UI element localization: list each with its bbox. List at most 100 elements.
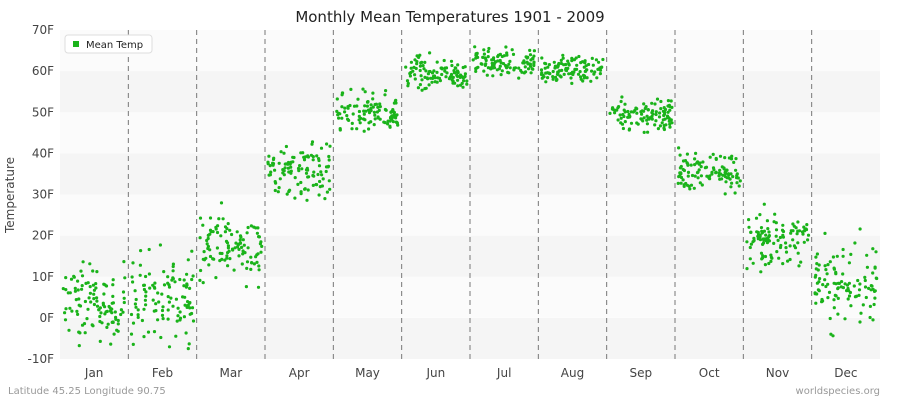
data-point bbox=[362, 112, 366, 116]
data-point bbox=[685, 152, 690, 156]
data-point bbox=[219, 234, 223, 238]
data-point bbox=[814, 301, 818, 305]
data-point bbox=[500, 69, 504, 73]
data-point bbox=[776, 238, 780, 242]
data-point bbox=[564, 62, 568, 67]
data-point bbox=[109, 342, 113, 346]
data-point bbox=[171, 264, 175, 269]
data-point bbox=[188, 286, 192, 290]
data-point bbox=[95, 270, 99, 274]
data-point bbox=[758, 233, 762, 237]
data-point bbox=[497, 67, 501, 71]
data-point bbox=[635, 111, 639, 115]
data-point bbox=[103, 312, 107, 316]
data-point bbox=[249, 267, 253, 271]
data-point bbox=[836, 296, 840, 300]
data-point bbox=[246, 246, 250, 250]
data-point bbox=[654, 110, 658, 114]
data-point bbox=[101, 301, 105, 305]
data-point bbox=[501, 62, 506, 66]
data-point bbox=[198, 216, 203, 220]
data-point bbox=[522, 61, 526, 65]
data-point bbox=[451, 75, 455, 79]
data-point bbox=[282, 173, 286, 177]
data-point bbox=[841, 247, 845, 252]
data-point bbox=[530, 67, 534, 71]
data-point bbox=[589, 79, 593, 83]
data-point bbox=[764, 233, 768, 237]
data-point bbox=[140, 318, 144, 323]
data-point bbox=[686, 170, 691, 174]
data-point bbox=[88, 262, 92, 266]
data-point bbox=[507, 71, 511, 75]
data-point bbox=[391, 110, 396, 114]
data-point bbox=[874, 250, 878, 254]
data-point bbox=[758, 213, 762, 217]
data-point bbox=[91, 269, 95, 273]
data-point bbox=[751, 261, 755, 265]
data-point bbox=[312, 170, 316, 174]
data-point bbox=[245, 260, 250, 264]
data-point bbox=[371, 105, 375, 109]
data-point bbox=[590, 69, 594, 73]
month-separators bbox=[127, 30, 813, 359]
data-point bbox=[105, 309, 109, 313]
data-point bbox=[774, 228, 779, 232]
data-point bbox=[856, 278, 860, 283]
data-point bbox=[87, 296, 91, 300]
data-point bbox=[319, 170, 323, 174]
data-point bbox=[653, 123, 657, 127]
data-point bbox=[541, 73, 545, 77]
data-point bbox=[338, 127, 342, 131]
data-point bbox=[230, 232, 234, 237]
data-point bbox=[232, 268, 236, 272]
data-point bbox=[328, 144, 332, 148]
data-point bbox=[766, 227, 770, 231]
data-point bbox=[363, 104, 367, 108]
data-point bbox=[259, 250, 263, 254]
data-point bbox=[814, 255, 818, 259]
data-point bbox=[241, 238, 245, 242]
data-point bbox=[718, 168, 722, 172]
data-point bbox=[523, 65, 527, 69]
data-point bbox=[567, 72, 571, 76]
data-point bbox=[585, 68, 589, 72]
data-point bbox=[105, 325, 109, 329]
data-point bbox=[864, 295, 868, 300]
data-point bbox=[315, 154, 319, 158]
data-point bbox=[182, 278, 186, 282]
data-point bbox=[462, 79, 466, 83]
data-point bbox=[658, 124, 663, 128]
data-point bbox=[682, 183, 686, 187]
data-point bbox=[656, 127, 661, 131]
data-point bbox=[564, 67, 568, 71]
data-point bbox=[552, 60, 556, 64]
data-point bbox=[528, 53, 533, 57]
data-point bbox=[343, 106, 347, 110]
data-point bbox=[608, 111, 612, 115]
x-tick-label: Jan bbox=[84, 366, 104, 380]
data-point bbox=[178, 277, 182, 282]
data-point bbox=[570, 59, 574, 63]
data-point bbox=[745, 240, 749, 244]
data-point bbox=[355, 127, 359, 131]
data-point bbox=[767, 230, 771, 234]
x-tick-label: Dec bbox=[834, 366, 857, 380]
data-point bbox=[442, 58, 446, 63]
data-point bbox=[430, 71, 435, 75]
data-point bbox=[670, 121, 674, 125]
data-point bbox=[722, 167, 726, 171]
data-point bbox=[735, 181, 739, 185]
data-point bbox=[817, 263, 821, 267]
data-point bbox=[394, 101, 398, 105]
data-point bbox=[620, 95, 624, 99]
data-point bbox=[277, 186, 281, 190]
data-point bbox=[861, 303, 865, 307]
data-point bbox=[483, 56, 487, 60]
data-point bbox=[212, 257, 216, 261]
data-point bbox=[699, 165, 703, 169]
data-point bbox=[174, 297, 178, 301]
data-point bbox=[167, 283, 171, 287]
data-point bbox=[621, 112, 625, 117]
